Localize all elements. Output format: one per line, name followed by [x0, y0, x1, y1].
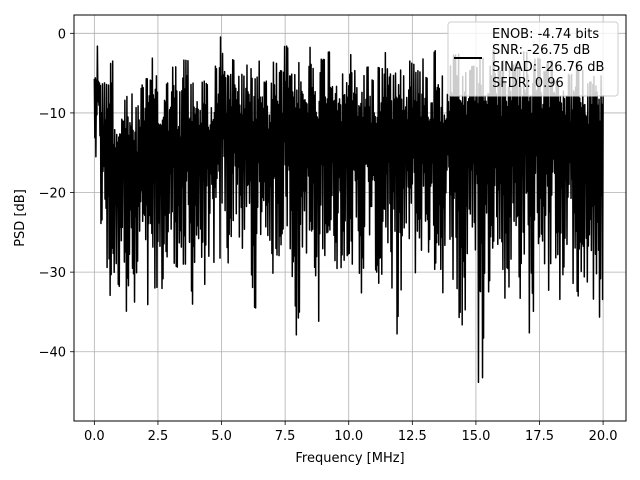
- x-tick-label: 20.0: [589, 429, 618, 444]
- legend-entry-sfdr: SFDR: 0.96: [492, 76, 564, 91]
- y-tick-label: −10: [39, 107, 66, 122]
- y-tick-label: −40: [39, 346, 66, 361]
- y-axis-label: PSD [dB]: [13, 189, 28, 247]
- legend-entry-enob: ENOB: -4.74 bits: [492, 27, 599, 42]
- x-axis-label: Frequency [MHz]: [295, 451, 404, 466]
- legend-entry-snr: SNR: -26.75 dB: [492, 43, 590, 58]
- y-tick-label: −30: [39, 266, 66, 281]
- x-tick-label: 2.5: [148, 429, 169, 444]
- x-tick-label: 10.0: [334, 429, 363, 444]
- y-tick-label: 0: [58, 27, 66, 42]
- y-tick-label: −20: [39, 187, 66, 202]
- plot-frame: [73, 14, 627, 422]
- x-tick-label: 0.0: [84, 429, 105, 444]
- x-tick-label: 12.5: [398, 429, 427, 444]
- x-tick-label: 17.5: [525, 429, 554, 444]
- x-axis-ticks: 0.0 2.5 5.0 7.5 10.0 12.5 15.0 17.5 20.0: [84, 421, 618, 444]
- psd-line: [93, 36, 604, 384]
- x-tick-label: 5.0: [211, 429, 232, 444]
- legend-entry-sinad: SINAD: -26.76 dB: [492, 60, 604, 75]
- psd-series: [93, 36, 604, 384]
- legend: ENOB: -4.74 bits SNR: -26.75 dB SINAD: -…: [447, 21, 619, 97]
- legend-box: [447, 21, 619, 97]
- x-tick-label: 15.0: [461, 429, 490, 444]
- y-axis-ticks: 0 −10 −20 −30 −40: [39, 27, 74, 361]
- x-tick-label: 7.5: [275, 429, 296, 444]
